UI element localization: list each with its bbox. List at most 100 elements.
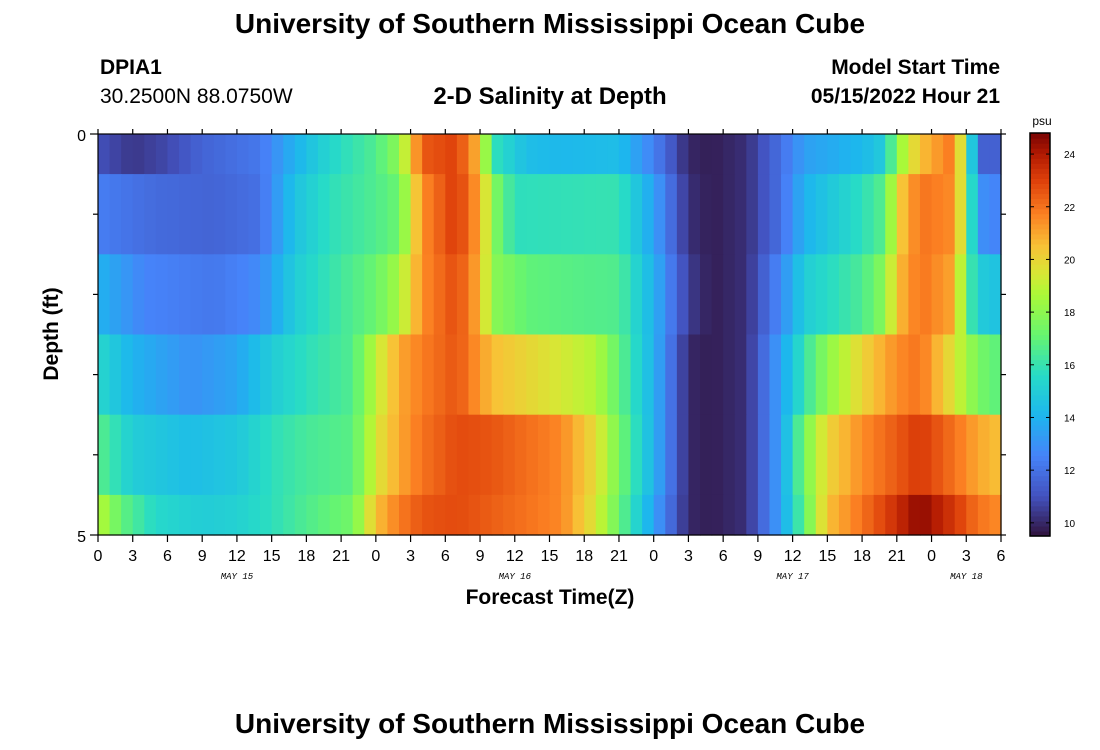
- heatmap-cell: [433, 254, 446, 336]
- heatmap-cell: [202, 134, 215, 175]
- heatmap-cell: [98, 254, 111, 336]
- heatmap-cell: [653, 254, 666, 336]
- colorbar: 10 12 14 16 18 20 22 24: [1029, 132, 1076, 537]
- day-label: MAY 18: [950, 572, 983, 582]
- heatmap-cell: [503, 494, 516, 536]
- heatmap-cell: [422, 254, 435, 336]
- heatmap-cell: [155, 414, 169, 496]
- heatmap-cell: [642, 134, 655, 175]
- heatmap-cell: [167, 414, 180, 496]
- heatmap-cell: [306, 254, 319, 336]
- heatmap-cell: [723, 334, 736, 416]
- heatmap-cell: [919, 174, 933, 255]
- heatmap-cell: [167, 174, 180, 255]
- heatmap-cell: [410, 494, 423, 536]
- heatmap-cell: [225, 494, 238, 536]
- heatmap-cell: [225, 414, 238, 496]
- heatmap-cell: [236, 494, 250, 536]
- heatmap-cell: [943, 494, 956, 536]
- heatmap-cell: [283, 254, 296, 336]
- heatmap-cell: [734, 134, 747, 175]
- colorbar-swatch: [1030, 314, 1050, 320]
- heatmap-cell: [329, 174, 342, 255]
- heatmap-cell: [503, 414, 516, 496]
- heatmap-cell: [561, 174, 574, 255]
- heatmap-cell: [236, 334, 250, 416]
- heatmap-cell: [271, 134, 284, 175]
- heatmap-cell: [827, 414, 840, 496]
- heatmap-cell: [248, 494, 261, 536]
- colorbar-swatch: [1030, 349, 1050, 356]
- heatmap-cell: [746, 134, 759, 175]
- heatmap-cell: [815, 414, 828, 496]
- heatmap-cell: [989, 254, 1002, 336]
- heatmap-cell: [688, 334, 701, 416]
- x-tick-label: 15: [818, 548, 836, 565]
- heatmap-cell: [769, 254, 782, 336]
- heatmap-cell: [711, 494, 724, 536]
- colorbar-swatch: [1030, 248, 1050, 255]
- heatmap-cell: [387, 494, 400, 536]
- colorbar-swatch: [1030, 324, 1050, 331]
- model-start-value: 05/15/2022 Hour 21: [810, 85, 1000, 108]
- heatmap-cell: [862, 334, 875, 416]
- heatmap-cell: [966, 494, 979, 536]
- colorbar-unit: psu: [1032, 114, 1051, 128]
- colorbar-swatch: [1030, 238, 1050, 245]
- heatmap-cell: [364, 334, 377, 416]
- colorbar-swatch: [1030, 213, 1050, 220]
- heatmap-cell: [873, 334, 886, 416]
- heatmap-cell: [155, 174, 169, 255]
- colorbar-swatch: [1030, 178, 1050, 184]
- x-tick-label: 9: [198, 548, 207, 565]
- heatmap-cell: [549, 254, 562, 336]
- heatmap-cell: [896, 134, 909, 175]
- heatmap-cell: [526, 334, 539, 416]
- heatmap-cell: [514, 134, 527, 175]
- heatmap-cell: [723, 414, 736, 496]
- heatmap-cell: [850, 254, 863, 336]
- colorbar-swatch: [1030, 274, 1050, 280]
- heatmap-cell: [711, 174, 724, 255]
- heatmap-cell: [804, 334, 817, 416]
- heatmap-cell: [422, 174, 435, 255]
- y-tick-label: 0: [77, 128, 86, 145]
- heatmap-cell: [190, 254, 203, 336]
- heatmap-cell: [665, 494, 678, 536]
- heatmap-cell: [977, 134, 991, 175]
- heatmap-cell: [989, 414, 1002, 496]
- heatmap-cell: [665, 174, 678, 255]
- colorbar-swatch: [1030, 168, 1050, 174]
- heatmap-cell: [236, 174, 250, 255]
- heatmap-cell: [757, 134, 771, 175]
- heatmap-cell: [919, 494, 933, 536]
- heatmap-cell: [294, 254, 307, 336]
- heatmap-cell: [202, 174, 215, 255]
- heatmap-cell: [804, 134, 817, 175]
- heatmap-cell: [885, 134, 898, 175]
- colorbar-swatch: [1030, 344, 1050, 351]
- heatmap-cell: [931, 254, 944, 336]
- x-tick-label: 0: [927, 548, 936, 565]
- heatmap-cell: [456, 134, 470, 175]
- heatmap-cell: [792, 334, 805, 416]
- heatmap-cell: [665, 134, 678, 175]
- colorbar-swatch: [1030, 228, 1050, 235]
- heatmap-cell: [838, 414, 852, 496]
- heatmap-cell: [572, 174, 585, 255]
- heatmap-cell: [399, 134, 412, 175]
- x-tick-label: 9: [476, 548, 485, 565]
- heatmap-cell: [642, 494, 655, 536]
- colorbar-swatch: [1030, 294, 1050, 300]
- heatmap-cell: [283, 134, 296, 175]
- heatmap-cell: [399, 334, 412, 416]
- colorbar-swatch: [1030, 354, 1050, 361]
- heatmap-cell: [537, 494, 551, 536]
- colorbar-swatch: [1030, 530, 1050, 537]
- colorbar-swatch: [1030, 405, 1050, 411]
- heatmap-cell: [341, 254, 354, 336]
- heatmap-cell: [283, 414, 296, 496]
- heatmap-cell: [873, 494, 886, 536]
- heatmap-cell: [410, 174, 423, 255]
- colorbar-swatch: [1030, 410, 1050, 416]
